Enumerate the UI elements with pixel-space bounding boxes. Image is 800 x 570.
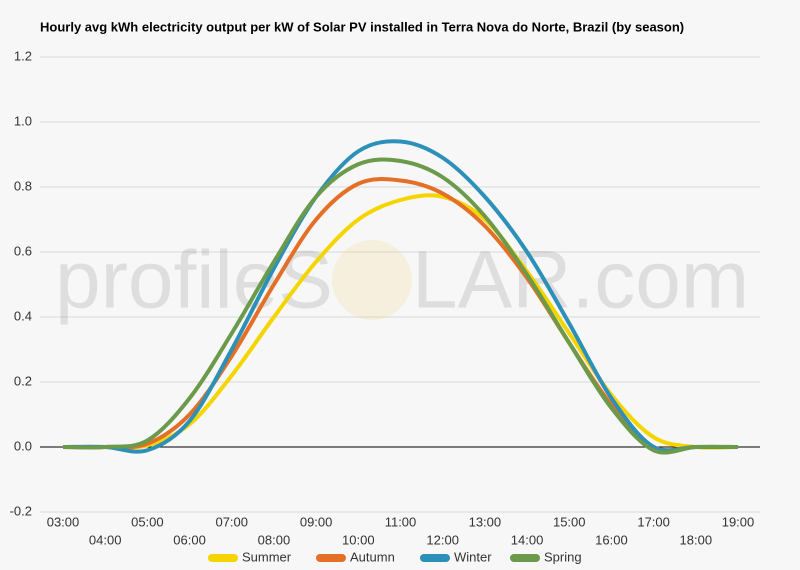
legend-swatch — [420, 554, 450, 562]
legend-label: Summer — [242, 549, 292, 564]
watermark-text: profileS — [55, 235, 333, 326]
x-tick-label: 04:00 — [89, 532, 122, 547]
x-tick-label: 11:00 — [385, 514, 417, 529]
y-tick-label: 0.2 — [14, 373, 32, 388]
x-tick-label: 16:00 — [595, 532, 628, 547]
series-line — [62, 139, 738, 454]
chart-title: Hourly avg kWh electricity output per kW… — [40, 19, 684, 34]
x-tick-label: 07:00 — [215, 514, 248, 529]
x-tick-label: 15:00 — [553, 514, 586, 529]
x-tick-label: 03:00 — [47, 514, 80, 529]
y-tick-label: 1.0 — [14, 113, 32, 128]
series-line — [62, 157, 739, 455]
x-tick-label: 08:00 — [258, 532, 291, 547]
x-tick-label: 14:00 — [511, 532, 544, 547]
series-line — [62, 177, 738, 453]
x-tick-label: 05:00 — [131, 514, 164, 529]
x-tick-label: 13:00 — [469, 514, 502, 529]
x-tick-label: 12:00 — [426, 532, 459, 547]
y-tick-label: 0.4 — [14, 308, 32, 323]
x-tick-label: 19:00 — [722, 514, 755, 529]
legend-swatch — [510, 554, 540, 562]
legend-swatch — [208, 554, 238, 562]
x-tick-label: 06:00 — [173, 532, 206, 547]
watermark: profileS LAR.com — [55, 235, 749, 326]
watermark-sun — [332, 240, 412, 320]
x-tick-label: 10:00 — [342, 532, 375, 547]
y-tick-label: 1.2 — [14, 48, 32, 63]
x-tick-label: 18:00 — [680, 532, 713, 547]
x-tick-label: 17:00 — [637, 514, 670, 529]
y-tick-label: 0.0 — [14, 438, 32, 453]
y-tick-label: -0.2 — [10, 503, 32, 518]
watermark-text: LAR.com — [412, 235, 749, 326]
x-tick-label: 09:00 — [300, 514, 333, 529]
legend-label: Winter — [454, 549, 492, 564]
y-tick-label: 0.6 — [14, 243, 32, 258]
legend-label: Spring — [544, 549, 582, 564]
y-tick-label: 0.8 — [14, 178, 32, 193]
legend-label: Autumn — [350, 549, 395, 564]
legend-swatch — [316, 554, 346, 562]
